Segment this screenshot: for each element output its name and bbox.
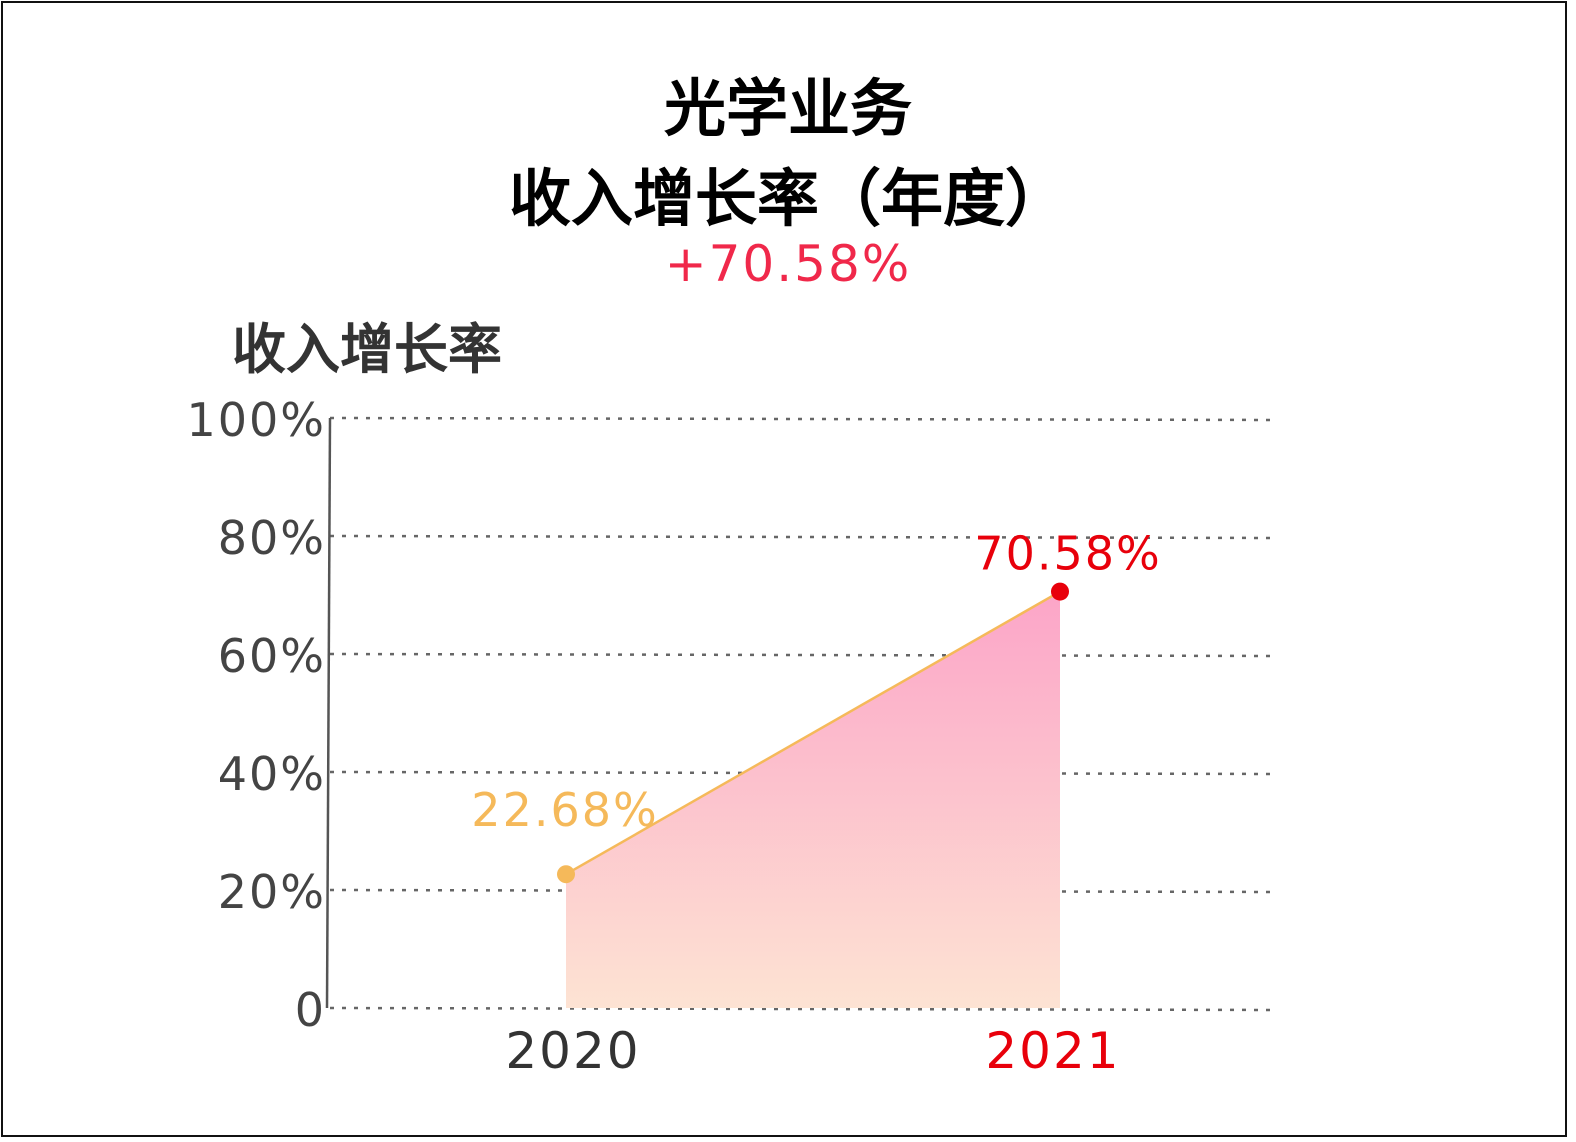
headline-value: +70.58% — [664, 235, 912, 293]
y-axis-line — [325, 417, 332, 1009]
y-tick-label: 60% — [218, 629, 326, 683]
gridline — [329, 416, 1277, 422]
series-line — [565, 590, 1061, 876]
data-label-2021: 70.58% — [974, 527, 1161, 581]
x-tick-label-2021: 2021 — [985, 1022, 1120, 1080]
y-axis-label: 收入增长率 — [232, 318, 502, 381]
y-tick-label: 100% — [186, 393, 326, 447]
chart-title-line2: 收入增长率（年度） — [508, 162, 1067, 235]
y-tick-label: 40% — [218, 747, 326, 801]
y-tick-label: 20% — [218, 865, 326, 919]
data-point-2020 — [557, 865, 575, 884]
gridline — [329, 534, 1277, 540]
data-label-2020: 22.68% — [471, 783, 658, 837]
gridline — [329, 770, 1277, 776]
y-tick-label: 80% — [218, 511, 326, 565]
y-tick-label: 0 — [295, 983, 326, 1037]
gridline — [329, 1006, 1277, 1012]
data-point-2021 — [1051, 582, 1069, 601]
area-fill — [566, 591, 1060, 1008]
chart-title-line1: 光学业务 — [663, 72, 912, 145]
x-tick-label-2020: 2020 — [505, 1022, 640, 1080]
gridline — [329, 888, 1277, 894]
gridline — [329, 652, 1277, 658]
